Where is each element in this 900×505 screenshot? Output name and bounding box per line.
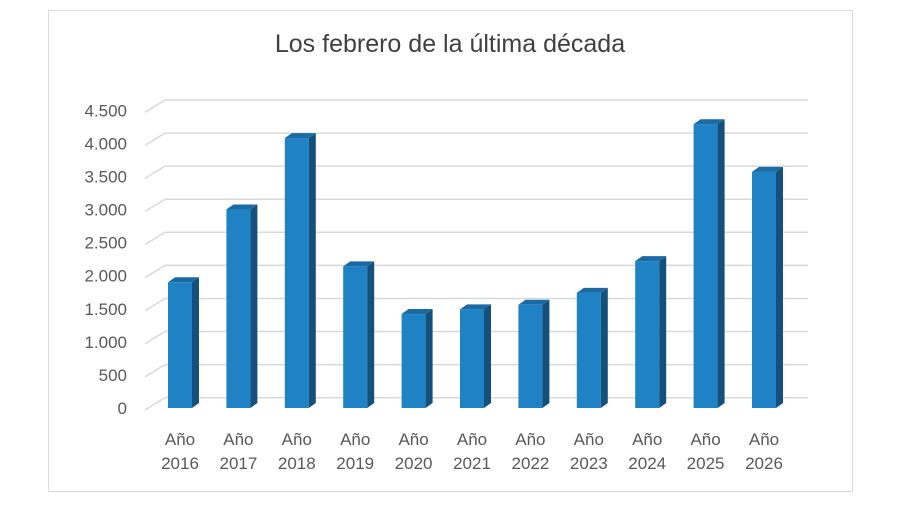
bar-top: [460, 304, 491, 310]
chart-title: Los febrero de la última década: [274, 30, 626, 58]
gridline: [144, 231, 808, 246]
bar-side: [776, 166, 783, 408]
gridline: [144, 132, 808, 147]
bar-top: [693, 119, 725, 125]
x-tick-label: Año: [632, 430, 662, 449]
x-tick-label: Año: [282, 430, 312, 449]
y-tick-label: 1.000: [84, 333, 127, 352]
bar-front: [401, 314, 426, 408]
x-tick-label: 2018: [278, 454, 316, 473]
y-tick-label: 2.500: [84, 234, 127, 253]
y-tick-label: 4.500: [84, 101, 127, 120]
gridline: [144, 165, 808, 180]
x-tick-label: 2024: [628, 454, 666, 473]
bar-front: [576, 292, 601, 408]
bar-front: [343, 266, 368, 408]
x-tick-label: Año: [749, 430, 779, 449]
bar-top: [518, 299, 550, 305]
bar-side: [425, 309, 433, 408]
bar-top: [284, 133, 316, 139]
x-tick-label: Año: [223, 430, 253, 449]
x-tick-label: Año: [340, 430, 370, 449]
bar-front: [518, 304, 543, 408]
bar-side: [367, 261, 375, 408]
bar-top: [168, 277, 199, 283]
bar-side: [308, 133, 316, 408]
x-tick-label: 2022: [511, 454, 549, 473]
bar-front: [635, 261, 660, 408]
gridline: [144, 264, 808, 279]
x-tick-label: Año: [398, 430, 428, 449]
y-tick-label: 1.500: [84, 300, 127, 319]
x-tick-label: Año: [165, 430, 195, 449]
x-tick-label: 2016: [161, 454, 199, 473]
x-tick-label: 2017: [219, 454, 257, 473]
bar-front: [226, 209, 251, 408]
bar-side: [192, 277, 199, 408]
x-tick-label: 2021: [453, 454, 491, 473]
bar-top: [576, 287, 608, 293]
bar-side: [659, 256, 667, 408]
gridline: [144, 99, 808, 113]
bar-top: [226, 204, 258, 210]
bar-side: [484, 304, 491, 408]
x-tick-label: 2025: [687, 454, 725, 473]
y-tick-label: 3.500: [84, 167, 127, 186]
bar-front: [168, 282, 192, 408]
x-tick-label: 2023: [570, 454, 608, 473]
bar-top: [343, 261, 375, 267]
bar-side: [717, 119, 725, 409]
y-tick-label: 2.000: [84, 267, 127, 286]
x-tick-label: 2026: [745, 454, 783, 473]
x-tick-label: Año: [515, 430, 545, 449]
bar-top: [401, 309, 433, 315]
y-tick-label: 500: [99, 366, 127, 385]
x-tick-label: Año: [457, 430, 487, 449]
bar-top: [635, 256, 667, 262]
bar-side: [250, 204, 258, 408]
bar-front: [752, 171, 776, 408]
y-tick-label: 3.000: [84, 201, 127, 220]
bar-front: [284, 138, 309, 408]
chart-area: [48, 10, 853, 492]
gridline: [144, 198, 808, 213]
x-tick-label: Año: [690, 430, 720, 449]
bar-front: [693, 124, 718, 409]
x-tick-label: Año: [574, 430, 604, 449]
bar-side: [600, 287, 608, 408]
bar-front: [460, 309, 484, 408]
y-tick-label: 4.000: [84, 134, 127, 153]
bar-side: [542, 299, 550, 408]
y-tick-label: 0: [118, 399, 127, 418]
x-tick-label: 2019: [336, 454, 374, 473]
bar-top: [752, 166, 783, 172]
x-tick-label: 2020: [395, 454, 433, 473]
